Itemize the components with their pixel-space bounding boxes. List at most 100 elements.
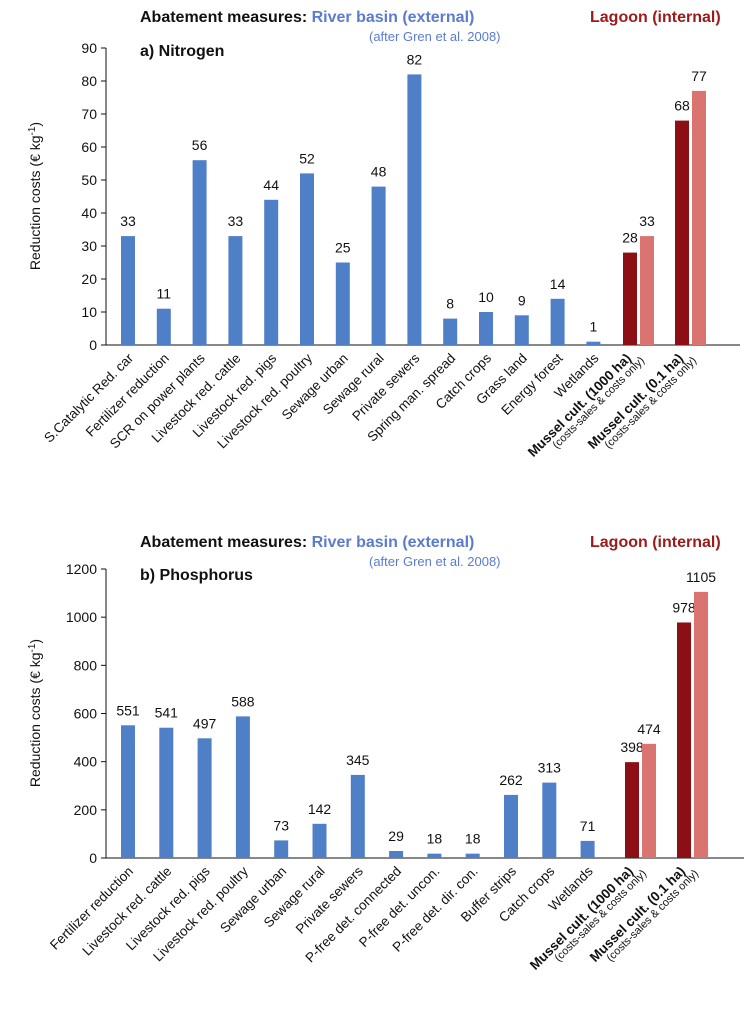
- bar: [514, 315, 529, 345]
- bar: [159, 727, 174, 858]
- data-label: 142: [308, 801, 332, 817]
- bar: [156, 308, 171, 345]
- data-label: 262: [499, 772, 523, 788]
- data-label: 44: [263, 177, 279, 193]
- header-external: River basin (external): [312, 9, 475, 26]
- data-label: 345: [346, 752, 370, 768]
- panel-nitrogen: Abatement measures: River basin (externa…: [27, 9, 740, 460]
- data-label: 588: [231, 693, 255, 709]
- data-label: 8: [446, 296, 454, 312]
- bar: [192, 160, 207, 345]
- bar: [504, 794, 518, 858]
- bar: [121, 725, 135, 858]
- header-line: Abatement measures: River basin (externa…: [140, 534, 474, 551]
- bar: [479, 312, 493, 345]
- y-label-main: Reduction costs (€ kg: [27, 135, 43, 270]
- data-label: 25: [335, 240, 351, 256]
- header-prefix: Abatement measures:: [140, 9, 312, 26]
- bar: [580, 840, 595, 858]
- data-label: 52: [299, 150, 315, 166]
- data-label: 978: [672, 599, 696, 615]
- data-label: 33: [228, 213, 244, 229]
- data-label: 18: [427, 831, 443, 847]
- panel-title: b) Phosphorus: [140, 567, 253, 584]
- bar: [312, 823, 327, 858]
- data-label: 1: [590, 319, 598, 335]
- data-label: 1105: [686, 569, 716, 585]
- data-label: 9: [518, 292, 526, 308]
- bar: [371, 186, 386, 345]
- bar: [228, 236, 243, 345]
- data-label: 14: [550, 276, 566, 292]
- bar: [197, 738, 212, 858]
- data-label: 28: [622, 230, 638, 246]
- bar-costs-only: [694, 591, 708, 858]
- y-tick-label: 80: [81, 73, 97, 89]
- y-tick-label: 70: [81, 106, 97, 122]
- bar: [235, 716, 250, 858]
- bar: [465, 853, 480, 858]
- data-label: 48: [371, 164, 387, 180]
- panel-title: a) Nitrogen: [140, 43, 224, 60]
- data-label: 73: [273, 817, 289, 833]
- bar-costs-only: [642, 743, 656, 858]
- data-label: 29: [388, 828, 404, 844]
- bar: [542, 782, 557, 858]
- header-note: (after Gren et al. 2008): [369, 554, 501, 569]
- y-tick-label: 800: [74, 657, 98, 673]
- bar-costs-sales: [677, 622, 691, 858]
- bar: [300, 173, 314, 345]
- bar: [550, 298, 565, 345]
- bar-costs-sales: [625, 762, 639, 858]
- y-tick-label: 0: [89, 337, 97, 353]
- y-tick-label: 30: [81, 238, 97, 254]
- y-tick-label: 1000: [66, 609, 97, 625]
- header-internal: Lagoon (internal): [590, 9, 721, 26]
- y-axis-label: Reduction costs (€ kg-1): [27, 122, 43, 270]
- y-tick-label: 1200: [66, 561, 97, 577]
- y-tick-label: 600: [74, 706, 98, 722]
- data-label: 474: [637, 721, 661, 737]
- data-label: 313: [538, 760, 562, 776]
- data-label: 10: [478, 289, 494, 305]
- y-tick-label: 60: [81, 139, 97, 155]
- bar: [350, 774, 365, 858]
- y-tick-label: 200: [74, 802, 98, 818]
- bar: [586, 341, 601, 345]
- y-tick-label: 0: [89, 850, 97, 866]
- data-label: 11: [157, 286, 172, 302]
- data-label: 18: [465, 831, 481, 847]
- header-internal: Lagoon (internal): [590, 534, 721, 551]
- bar: [407, 74, 422, 346]
- y-tick-label: 10: [81, 304, 97, 320]
- data-label: 33: [120, 213, 136, 229]
- bar: [121, 236, 135, 345]
- y-label-sup: -1: [27, 126, 38, 135]
- data-label: 56: [192, 137, 208, 153]
- data-label: 68: [674, 98, 690, 114]
- data-label: 82: [407, 51, 423, 67]
- y-tick-label: 400: [74, 754, 98, 770]
- data-label: 541: [155, 705, 179, 721]
- y-label-close: ): [27, 639, 43, 644]
- header-line: Abatement measures: River basin (externa…: [140, 9, 474, 26]
- data-label: 77: [691, 68, 707, 84]
- bar-costs-sales: [675, 120, 689, 345]
- x-tick-label: Sewage urban: [217, 864, 289, 936]
- data-label: 71: [580, 818, 596, 834]
- y-tick-label: 90: [81, 40, 97, 56]
- bar-costs-only: [692, 90, 706, 346]
- bar-costs-only: [640, 236, 654, 345]
- bar: [427, 853, 442, 858]
- header-prefix: Abatement measures:: [140, 534, 312, 551]
- bar: [443, 318, 458, 345]
- bar: [274, 840, 289, 858]
- y-label-close: ): [27, 122, 43, 127]
- data-label: 497: [193, 715, 217, 731]
- x-tick-label: Private sewers: [293, 863, 366, 936]
- y-tick-label: 50: [81, 172, 97, 188]
- panel-phosphorus: Abatement measures: River basin (externa…: [27, 534, 744, 973]
- data-label: 398: [620, 739, 644, 755]
- data-label: 551: [116, 702, 140, 718]
